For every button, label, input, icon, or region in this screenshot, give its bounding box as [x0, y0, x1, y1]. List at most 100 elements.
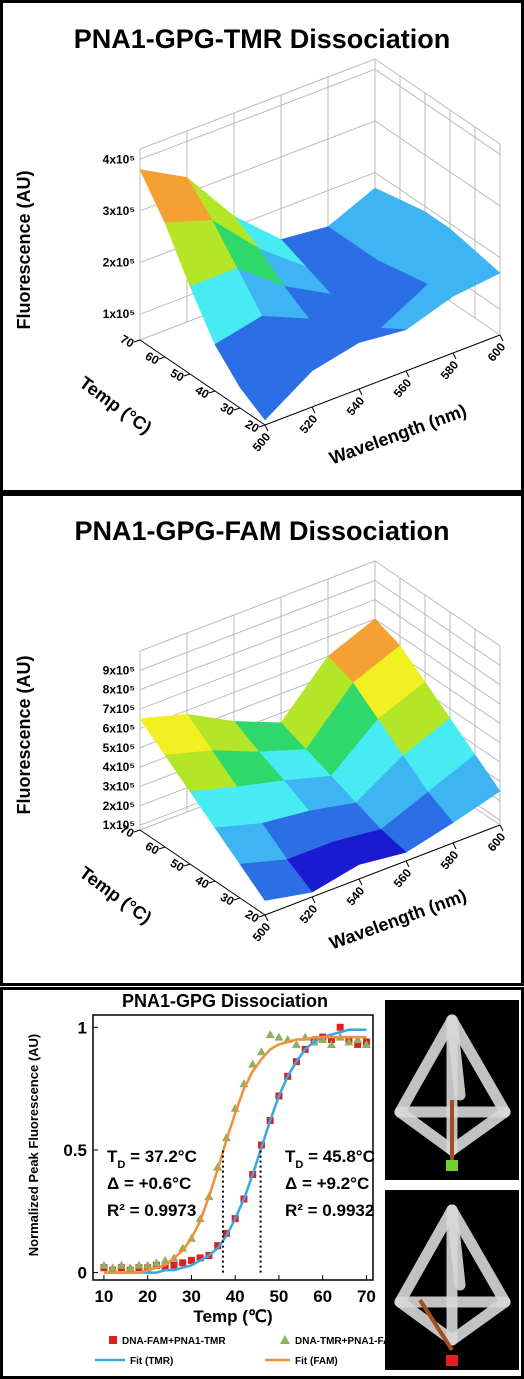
grid-line	[374, 120, 501, 207]
annotation-sub: D	[117, 1159, 125, 1171]
x-tick-label: 560	[391, 866, 415, 891]
legend-swatch	[280, 1335, 290, 1344]
box-edge	[374, 560, 501, 647]
axis-line	[264, 824, 501, 916]
y-tick-label: 50	[168, 366, 187, 385]
x-tick-label: 600	[485, 340, 509, 365]
dye	[446, 1160, 458, 1171]
chart-title: PNA1-GPG Dissociation	[122, 991, 328, 1011]
strut	[446, 1106, 511, 1156]
x-tick-label: 600	[485, 830, 509, 855]
tick-mark	[358, 878, 363, 886]
x-tick-label: 540	[344, 394, 368, 419]
data-point	[108, 1263, 118, 1272]
dye	[446, 1355, 458, 1366]
box-edge	[139, 560, 376, 652]
tick-mark	[258, 424, 266, 428]
data-point	[116, 1260, 126, 1269]
inset-label: B	[391, 1192, 407, 1217]
y-tick-label: 50	[168, 856, 187, 875]
panel-border	[0, 0, 524, 493]
annotation-text: T	[285, 1147, 296, 1166]
grid-line	[139, 618, 376, 710]
annotation: TD = 37.2°C	[107, 1147, 197, 1171]
legend-label: DNA-TMR+PNA1-FAM	[295, 1336, 399, 1347]
y-tick-label: 40	[193, 383, 212, 402]
legend-label: DNA-FAM+PNA1-TMR	[122, 1336, 226, 1347]
x-tick-label: 40	[226, 1287, 245, 1306]
tick-mark	[499, 334, 504, 342]
y-tick-label: 20	[243, 417, 262, 436]
chart-title: PNA1-GPG-FAM Dissociation	[74, 516, 449, 546]
z-tick-label: 8x10⁵	[103, 683, 135, 697]
y-tick-label: 40	[193, 873, 212, 892]
x-tick-label: 580	[438, 848, 462, 873]
z-tick-label: 1x10⁵	[103, 818, 135, 832]
data-point	[179, 1259, 187, 1267]
strut	[446, 1204, 466, 1291]
data-point	[344, 1037, 354, 1046]
z-tick-label: 2x10⁵	[103, 799, 135, 813]
tick-mark	[233, 407, 241, 411]
tick-mark	[264, 914, 269, 922]
data-point	[318, 1035, 328, 1044]
data-point	[151, 1258, 161, 1267]
grid-line	[139, 68, 376, 160]
tick-mark	[133, 829, 141, 833]
tick-mark	[208, 880, 216, 884]
y-tick-label: 0.5	[63, 1141, 87, 1160]
data-point	[327, 1036, 335, 1044]
tick-mark	[405, 860, 410, 868]
y-tick-label: 30	[218, 890, 237, 909]
tick-mark	[499, 824, 504, 832]
data-point	[361, 1039, 371, 1048]
data-point	[326, 1039, 336, 1048]
strut	[446, 1296, 511, 1346]
annotation-text: = 45.8°C	[303, 1147, 375, 1166]
inset-image: A	[385, 1000, 519, 1180]
data-point	[161, 1264, 169, 1272]
tick-mark	[133, 339, 141, 343]
data-point	[178, 1243, 188, 1252]
tick-mark	[358, 388, 363, 396]
data-point	[274, 1032, 284, 1041]
grid-line	[374, 579, 501, 666]
x-tick-label: 580	[438, 358, 462, 383]
data-point	[248, 1059, 258, 1068]
z-tick-label: 3x10⁵	[103, 204, 135, 218]
data-point	[134, 1260, 144, 1269]
data-point	[99, 1260, 109, 1269]
x-tick-label: 520	[297, 902, 321, 927]
tick-mark	[452, 352, 457, 360]
y-tick-label: 60	[143, 349, 162, 368]
legend-label: Fit (FAM)	[295, 1356, 338, 1367]
data-point	[354, 1040, 362, 1048]
annotation: TD = 45.8°C	[285, 1147, 375, 1171]
strut	[446, 1204, 511, 1308]
x-tick-label: 20	[138, 1287, 157, 1306]
panel-border	[0, 493, 524, 986]
z-axis-label: Fluorescence (AU)	[14, 655, 34, 814]
z-tick-label: 4x10⁵	[103, 760, 135, 774]
strut	[394, 1204, 458, 1308]
legend-label: Fit (TMR)	[130, 1356, 173, 1367]
strut	[446, 1014, 466, 1101]
z-tick-label: 2x10⁵	[103, 256, 135, 270]
z-axis-label: Fluorescence (AU)	[14, 170, 34, 329]
z-tick-label: 9x10⁵	[103, 663, 135, 677]
y-axis-label: Temp (°C)	[76, 372, 156, 437]
data-point	[214, 1242, 222, 1250]
tick-mark	[311, 406, 316, 414]
legend-swatch	[109, 1336, 117, 1344]
surface-patch	[239, 348, 313, 421]
surface	[139, 169, 501, 421]
data-point	[143, 1260, 153, 1269]
z-tick-label: 1x10⁵	[103, 307, 135, 321]
panel-border	[0, 987, 524, 1379]
y-tick-label: 1	[78, 1018, 87, 1037]
data-point	[196, 1254, 204, 1262]
data-point	[170, 1261, 178, 1269]
x-tick-label: 50	[269, 1287, 288, 1306]
tick-mark	[233, 897, 241, 901]
